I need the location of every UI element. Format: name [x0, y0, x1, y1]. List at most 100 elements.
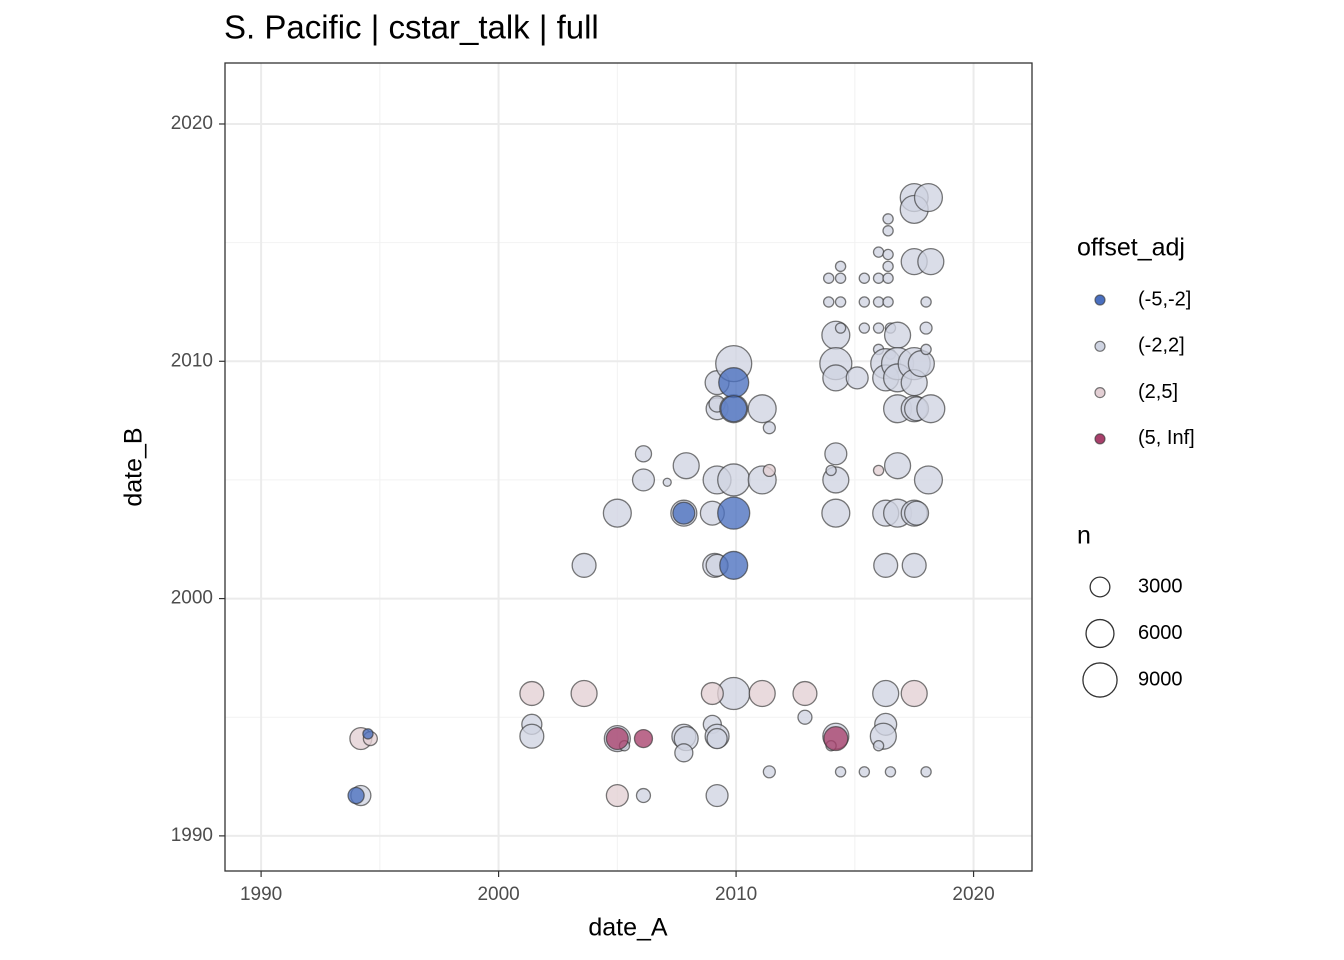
- legend-key: [1094, 340, 1106, 352]
- point: [633, 728, 654, 749]
- size-legend-label: 6000: [1138, 622, 1183, 644]
- point: [605, 783, 629, 808]
- point: [762, 421, 776, 435]
- point: [631, 468, 656, 492]
- point: [883, 452, 912, 480]
- point: [674, 743, 694, 763]
- size-legend-key: [1085, 618, 1115, 649]
- point: [916, 394, 946, 424]
- point: [884, 766, 897, 778]
- point: [822, 296, 835, 308]
- y-axis-title: date_B: [120, 427, 148, 506]
- point: [762, 463, 776, 478]
- point: [719, 550, 749, 580]
- point: [882, 272, 894, 284]
- point: [882, 225, 894, 237]
- point: [872, 679, 900, 708]
- point: [792, 680, 818, 707]
- panel-border: [224, 62, 1033, 872]
- point: [913, 182, 944, 213]
- point: [718, 367, 750, 399]
- point: [913, 465, 944, 495]
- point: [900, 679, 928, 708]
- size-legend-title: n: [1077, 522, 1091, 550]
- legend-label: (5, Inf]: [1138, 427, 1195, 449]
- point: [858, 296, 871, 308]
- x-axis-title: date_A: [588, 914, 668, 942]
- point: [825, 464, 837, 477]
- point: [519, 723, 545, 749]
- point: [824, 442, 848, 466]
- x-tick-label: 2010: [715, 884, 757, 905]
- legend-key: [1094, 294, 1106, 306]
- point: [347, 786, 365, 805]
- point: [882, 260, 894, 273]
- chart-title: S. Pacific | cstar_talk | full: [224, 9, 599, 46]
- y-tick-label: 2010: [171, 350, 213, 371]
- point: [519, 680, 545, 707]
- point: [822, 272, 835, 284]
- point: [920, 766, 932, 778]
- size-legend-key: [1082, 662, 1118, 698]
- size-legend-label: 9000: [1138, 668, 1183, 690]
- point: [362, 728, 374, 740]
- point: [873, 552, 899, 578]
- point: [907, 350, 935, 378]
- point: [700, 681, 724, 706]
- point: [605, 726, 629, 751]
- point: [882, 213, 894, 225]
- x-tick-label: 2020: [952, 884, 994, 905]
- x-tick-label: 1990: [240, 884, 282, 905]
- point: [834, 296, 847, 308]
- point: [706, 727, 728, 750]
- point: [822, 364, 850, 392]
- point: [717, 463, 751, 497]
- legend-key: [1094, 433, 1106, 445]
- point: [570, 679, 598, 708]
- point: [920, 343, 932, 356]
- point: [901, 552, 927, 578]
- point: [602, 498, 632, 528]
- point: [834, 272, 847, 284]
- point: [903, 500, 930, 526]
- point: [834, 322, 847, 334]
- point: [872, 246, 885, 258]
- point: [748, 679, 776, 708]
- point: [797, 709, 813, 725]
- point: [747, 394, 777, 424]
- point: [882, 248, 894, 261]
- y-tick-label: 1990: [171, 825, 213, 846]
- size-legend-label: 3000: [1138, 575, 1183, 597]
- point: [571, 552, 597, 578]
- point: [672, 501, 696, 525]
- legend-label: (-2,2]: [1138, 335, 1185, 357]
- point: [917, 247, 945, 276]
- y-tick-label: 2020: [171, 113, 213, 134]
- point: [883, 321, 912, 349]
- point: [919, 321, 933, 335]
- x-tick-label: 2000: [477, 884, 519, 905]
- point: [821, 498, 851, 528]
- point: [845, 366, 869, 390]
- point: [872, 464, 885, 477]
- legend-label: (2,5]: [1138, 381, 1178, 403]
- point: [823, 725, 849, 752]
- point: [858, 766, 871, 778]
- point: [858, 322, 871, 334]
- point: [634, 445, 653, 463]
- point: [920, 296, 932, 308]
- point: [672, 452, 700, 480]
- point: [872, 739, 885, 752]
- point: [834, 260, 847, 273]
- point: [705, 783, 729, 808]
- y-tick-label: 2000: [171, 588, 213, 609]
- point: [762, 765, 776, 779]
- size-legend-key: [1089, 576, 1111, 598]
- point: [720, 395, 748, 423]
- point: [872, 296, 885, 308]
- point: [834, 766, 847, 778]
- point: [662, 477, 672, 487]
- point: [872, 272, 885, 284]
- point: [872, 322, 885, 334]
